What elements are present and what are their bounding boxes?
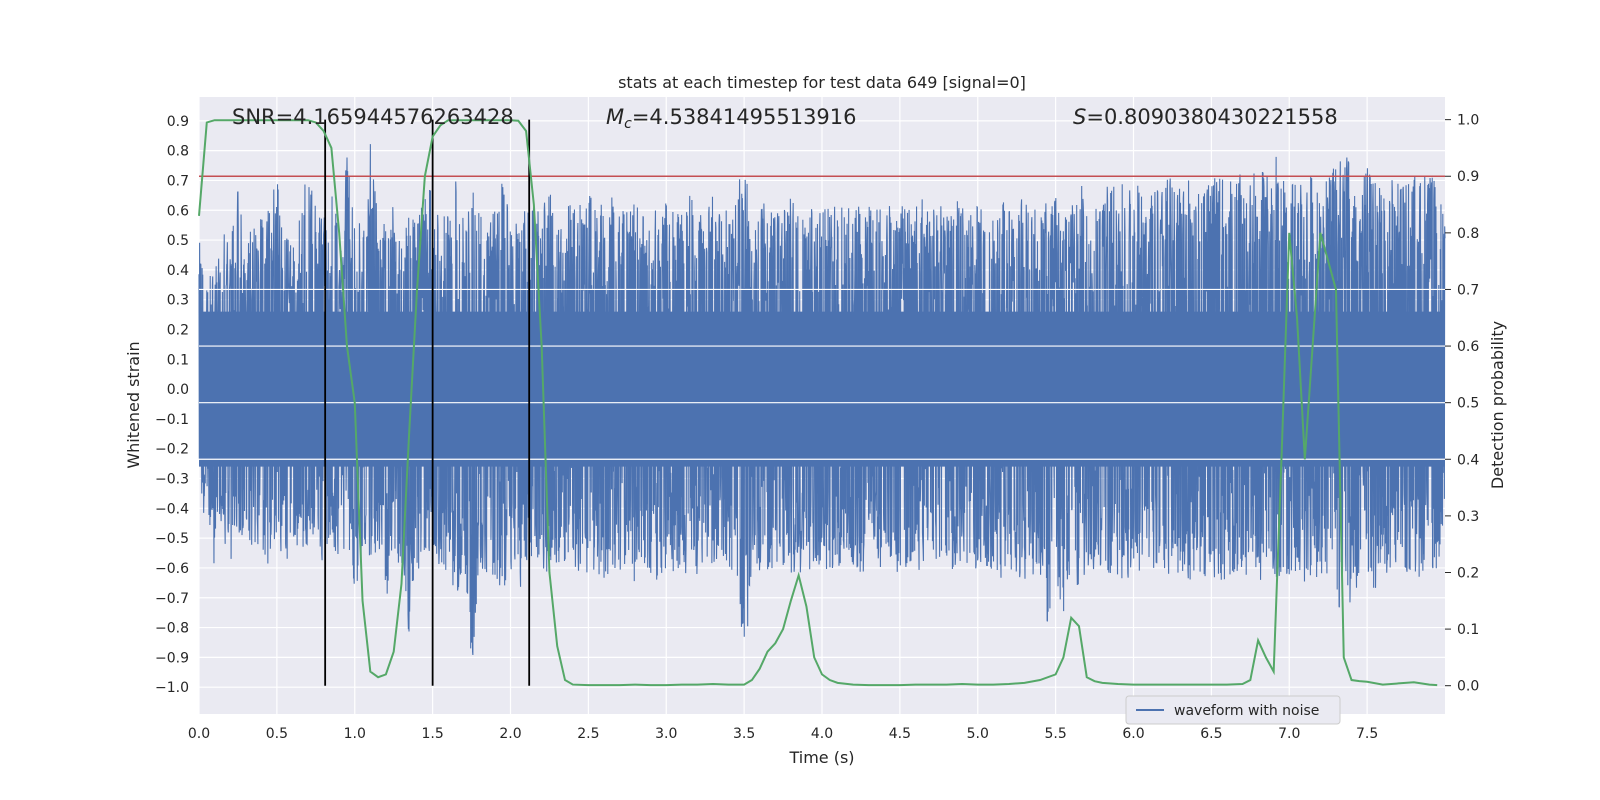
y-tick-label: 0.5	[167, 233, 189, 249]
y2-tick-label: 0.0	[1457, 679, 1479, 695]
y-tick-label: 0.8	[167, 144, 189, 160]
x-tick-label: 4.5	[889, 726, 911, 742]
y2-tick-label: 0.6	[1457, 339, 1479, 355]
y-tick-label: 0.6	[167, 203, 189, 219]
x-tick-label: 0.0	[188, 726, 210, 742]
y2-tick-label: 0.3	[1457, 509, 1479, 525]
x-tick-label: 7.5	[1356, 726, 1378, 742]
x-tick-label: 2.5	[577, 726, 599, 742]
legend-box	[1125, 695, 1341, 725]
x-tick-label: 6.0	[1122, 726, 1144, 742]
y2-tick-label: 0.2	[1457, 565, 1479, 581]
x-tick-label: 2.0	[499, 726, 521, 742]
x-tick-label: 4.0	[811, 726, 833, 742]
y-tick-label: 0.3	[167, 293, 189, 309]
probability-line	[198, 119, 1438, 687]
y-tick-label: −0.6	[155, 561, 189, 577]
y-tick-label: 0.2	[167, 322, 189, 338]
y-tick-label: 0.4	[167, 263, 189, 279]
y-tick-label: 0.0	[167, 382, 189, 398]
waveform-series	[198, 144, 1446, 656]
x-tick-label: 5.5	[1044, 726, 1066, 742]
y-axis-ticks: 0.9 0.8 0.7 0.6 0.5 0.4 0.3 0.2 0.1 0.0 −0.1 −0.2 −0…	[155, 114, 189, 696]
y-tick-label: −0.8	[155, 621, 189, 637]
y-axis-label: Whitened strain	[124, 341, 143, 468]
y-tick-label: −0.4	[155, 501, 189, 517]
probability-series	[198, 119, 1438, 687]
x-tick-label: 7.0	[1278, 726, 1300, 742]
y2-tick-label: 0.9	[1457, 169, 1479, 185]
x-tick-label: 3.0	[655, 726, 677, 742]
x-tick-label: 0.5	[266, 726, 288, 742]
y-tick-label: −0.9	[155, 650, 189, 666]
s-annotation: S=0.8090380430221558	[1073, 105, 1338, 129]
chart-title: stats at each timestep for test data 649…	[618, 73, 1026, 92]
waveform-line	[198, 144, 1446, 656]
y-tick-label: 0.7	[167, 173, 189, 189]
legend: waveform with noise	[1125, 695, 1341, 725]
y-tick-label: 0.9	[167, 114, 189, 130]
y-tick-label: −0.5	[155, 531, 189, 547]
snr-annotation: SNR=4.165944576263428	[232, 105, 514, 129]
waveform-core-band	[199, 311, 1445, 467]
y-tick-label: −0.3	[155, 472, 189, 488]
y2-tick-label: 0.1	[1457, 622, 1479, 638]
x-axis-ticks: 0.0 0.5 1.0 1.5 2.0 2.5 3.0 3.5 4.0 4.5 5.0 5.5 6.0 6…	[188, 726, 1378, 742]
y2-axis-ticks: 1.0 0.9 0.8 0.7 0.6 0.5 0.4 0.3 0.2 0.1 0.0	[1445, 113, 1479, 695]
y2-tick-label: 0.7	[1457, 282, 1479, 298]
x-tick-label: 1.5	[421, 726, 443, 742]
vertical-lines	[324, 119, 531, 686]
y-tick-label: −0.7	[155, 591, 189, 607]
y-tick-label: −1.0	[155, 680, 189, 696]
y2-axis-label: Detection probability	[1488, 321, 1507, 489]
y2-tick-label: 0.5	[1457, 396, 1479, 412]
x-axis-label: Time (s)	[788, 748, 854, 767]
y2-tick-label: 1.0	[1457, 113, 1479, 129]
x-tick-label: 5.0	[967, 726, 989, 742]
y-tick-label: −0.1	[155, 412, 189, 428]
y2-tick-label: 0.8	[1457, 226, 1479, 242]
x-tick-label: 6.5	[1200, 726, 1222, 742]
mc-annotation: Mc=4.53841495513916	[606, 105, 857, 132]
x-tick-label: 1.0	[344, 726, 366, 742]
y-tick-label: 0.1	[167, 352, 189, 368]
legend-label: waveform with noise	[1174, 703, 1319, 719]
y2-tick-label: 0.4	[1457, 452, 1479, 468]
y-tick-label: −0.2	[155, 442, 189, 458]
x-tick-label: 3.5	[733, 726, 755, 742]
